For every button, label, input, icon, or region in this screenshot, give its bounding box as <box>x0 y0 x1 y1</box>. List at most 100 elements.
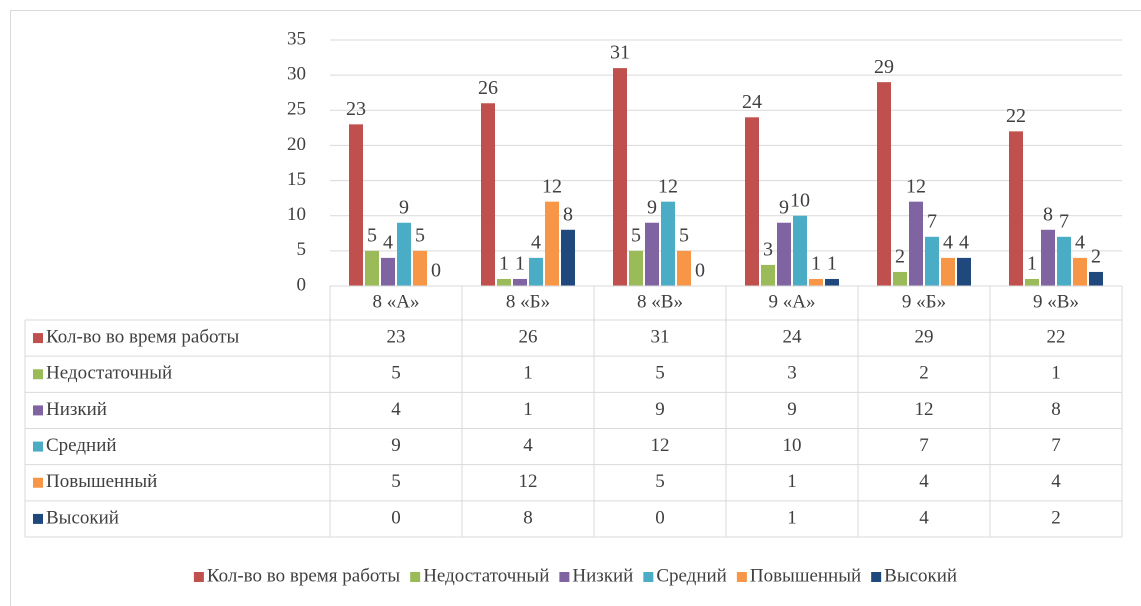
legend-key <box>33 513 43 524</box>
table-cell: 4 <box>1051 471 1061 492</box>
data-label: 2 <box>1091 246 1101 268</box>
y-tick-label: 0 <box>297 274 307 295</box>
data-label: 5 <box>631 224 641 246</box>
data-label: 24 <box>742 91 762 113</box>
legend-label: Повышенный <box>750 565 861 586</box>
table-cell: 29 <box>915 326 934 347</box>
bar <box>365 250 379 286</box>
table-cell: 12 <box>519 471 538 492</box>
data-label: 0 <box>431 260 441 282</box>
bar <box>629 250 643 286</box>
legend-label: Средний <box>656 565 727 586</box>
table-row-label: Средний <box>46 435 117 456</box>
table-cell: 12 <box>915 399 934 420</box>
data-label: 29 <box>874 56 894 78</box>
data-label: 4 <box>1075 231 1085 253</box>
x-tick-label: 8 «В» <box>637 291 683 312</box>
data-label: 9 <box>779 196 789 218</box>
table-cell: 8 <box>1051 399 1061 420</box>
data-label: 1 <box>515 253 525 275</box>
table-cell: 1 <box>523 363 533 384</box>
legend-key <box>33 333 43 344</box>
table-cell: 4 <box>391 399 401 420</box>
bar <box>413 250 427 286</box>
y-tick-label: 5 <box>297 239 307 260</box>
bar <box>909 201 923 286</box>
data-label: 12 <box>542 175 562 197</box>
bar <box>877 82 891 287</box>
bar <box>957 257 971 286</box>
table-cell: 4 <box>919 471 929 492</box>
table-row-label: Кол-во во время работы <box>46 326 240 347</box>
legend-label: Высокий <box>884 565 957 586</box>
data-label: 1 <box>811 253 821 275</box>
data-label: 4 <box>943 231 953 253</box>
bar <box>893 271 907 286</box>
bar <box>397 222 411 286</box>
y-tick-label: 30 <box>287 64 306 85</box>
legend-key <box>33 369 43 380</box>
table-cell: 22 <box>1047 326 1066 347</box>
table-row-label: Высокий <box>46 507 119 528</box>
table-cell: 2 <box>1051 507 1061 528</box>
bar <box>545 201 559 286</box>
legend-key <box>643 572 654 582</box>
bar <box>761 264 775 286</box>
table-cell: 23 <box>387 326 406 347</box>
table-cell: 9 <box>391 435 401 456</box>
data-label: 22 <box>1006 105 1026 127</box>
bar <box>1041 229 1055 286</box>
data-label: 1 <box>827 253 837 275</box>
data-label: 31 <box>610 42 630 64</box>
data-label: 8 <box>1043 203 1053 225</box>
data-label: 5 <box>367 224 377 246</box>
legend-key <box>33 441 43 452</box>
y-tick-label: 25 <box>287 99 306 120</box>
table-cell: 0 <box>391 507 401 528</box>
bar <box>825 278 839 286</box>
data-label: 2 <box>895 246 905 268</box>
table-cell: 4 <box>523 435 533 456</box>
bar <box>1089 271 1103 286</box>
table-cell: 1 <box>787 471 797 492</box>
bar <box>1025 278 1039 286</box>
legend-key <box>736 572 747 582</box>
y-tick-label: 15 <box>287 169 306 190</box>
x-tick-label: 9 «В» <box>1033 291 1079 312</box>
table-cell: 7 <box>919 435 929 456</box>
bar <box>613 68 627 286</box>
table-cell: 1 <box>1051 363 1061 384</box>
bar <box>777 222 791 286</box>
data-label: 1 <box>499 253 509 275</box>
data-label: 3 <box>763 239 773 261</box>
table-cell: 31 <box>651 326 670 347</box>
legend-key <box>193 572 204 582</box>
data-label: 4 <box>383 231 393 253</box>
data-label: 7 <box>927 210 937 232</box>
chart-frame <box>10 10 1141 606</box>
data-label: 12 <box>906 175 926 197</box>
table-cell: 8 <box>523 507 533 528</box>
table-cell: 9 <box>787 399 797 420</box>
x-tick-label: 9 «Б» <box>902 291 946 312</box>
bar <box>925 236 939 286</box>
table-cell: 5 <box>391 471 401 492</box>
table-row-label: Низкий <box>46 399 107 420</box>
bar <box>677 250 691 286</box>
table-cell: 5 <box>655 363 665 384</box>
y-tick-label: 35 <box>287 28 306 49</box>
legend-key <box>871 572 882 582</box>
x-tick-label: 8 «А» <box>373 291 420 312</box>
legend-label: Кол-во во время работы <box>207 565 401 586</box>
legend-key <box>410 572 421 582</box>
x-tick-label: 9 «А» <box>769 291 816 312</box>
data-label: 5 <box>679 224 689 246</box>
bar <box>513 278 527 286</box>
data-label: 4 <box>531 231 541 253</box>
bar <box>1073 257 1087 286</box>
bar <box>793 215 807 286</box>
legend-label: Недостаточный <box>423 565 549 586</box>
table-cell: 5 <box>655 471 665 492</box>
bar <box>497 278 511 286</box>
legend-key <box>33 477 43 488</box>
